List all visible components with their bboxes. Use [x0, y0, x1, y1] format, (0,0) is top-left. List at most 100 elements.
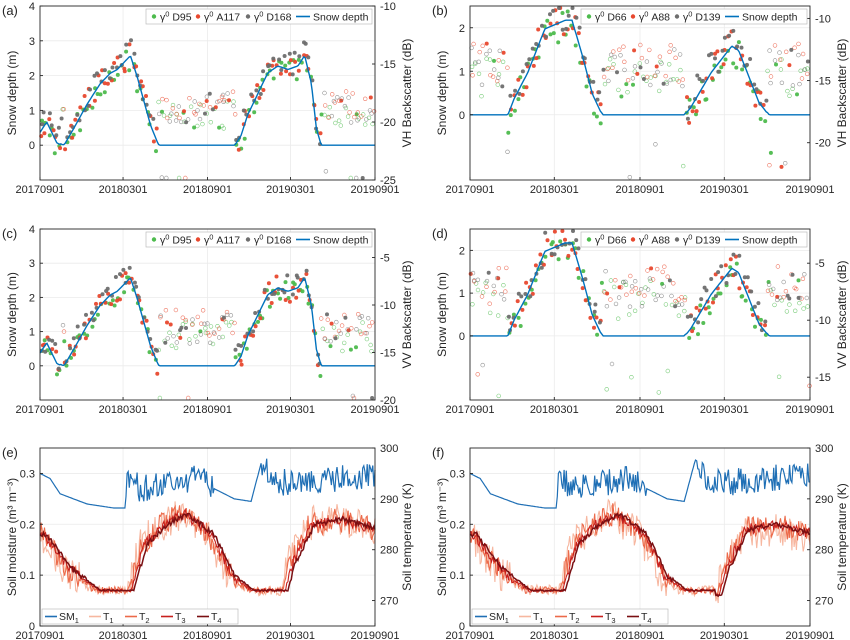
y-left-tick-label: 0	[459, 331, 465, 343]
scatter-point-D139	[767, 48, 772, 53]
y-right-axis-label: Soil temperature (K)	[400, 483, 414, 590]
y-right-tick-label: 270	[815, 596, 833, 608]
scatter-point-D95	[173, 345, 179, 351]
legend-entry: Snow depth	[313, 235, 369, 247]
scatter-point-D66	[506, 130, 511, 135]
scatter-point-D66	[624, 82, 629, 87]
scatter-point-D66	[631, 82, 635, 87]
y-left-tick-label: 0.1	[20, 570, 35, 582]
scatter-point-D66	[774, 62, 778, 67]
scatter-point-A117	[283, 298, 288, 302]
legend-entry: T4	[211, 611, 222, 625]
scatter-point-D168	[290, 72, 295, 77]
scatter-point-D95	[370, 121, 375, 127]
scatter-point-D168	[132, 51, 137, 56]
scatter-point-A88	[580, 286, 585, 291]
scatter-point-D168	[211, 330, 217, 335]
scatter-point-D95	[340, 348, 345, 354]
scatter-point-D66	[698, 303, 703, 308]
scatter-point-D95	[331, 325, 337, 330]
scatter-point-D66	[640, 300, 645, 306]
y-left-tick-label: 2	[459, 23, 465, 35]
scatter-point-D168	[282, 290, 287, 295]
scatter-point-A88	[477, 49, 482, 55]
scatter-point-A117	[201, 103, 206, 108]
scatter-point-D95	[198, 102, 203, 108]
y-left-tick-label: 1	[29, 327, 35, 339]
snow-depth-line	[39, 55, 375, 146]
scatter-point-D168	[295, 275, 300, 280]
y-right-tick-label: 300	[380, 443, 398, 455]
scatter-point-D168	[176, 104, 182, 109]
scatter-point-D95	[267, 304, 272, 309]
scatter-point-D95	[348, 347, 353, 352]
scatter-point-D95	[360, 320, 365, 325]
scatter-point-D66	[719, 65, 724, 70]
scatter-point-D168	[136, 295, 141, 300]
scatter-point-A117	[70, 135, 75, 140]
scatter-point-D168	[118, 54, 123, 59]
scatter-point-D139	[716, 69, 721, 74]
scatter-point-A117	[47, 117, 52, 122]
scatter-point-A88	[667, 49, 672, 54]
scatter-point-D95	[154, 149, 158, 154]
scatter-point-A117	[251, 333, 256, 338]
scatter-point-A117	[243, 334, 248, 339]
scatter-point-A117	[174, 111, 179, 117]
scatter-point-D95	[227, 323, 232, 328]
scatter-point-D168	[290, 292, 295, 297]
scatter-point-D95	[62, 339, 67, 344]
scatter-point-D139	[574, 238, 579, 243]
scatter-point-A117	[123, 271, 128, 276]
scatter-point-D66	[487, 57, 493, 62]
legend-entry: γ0 A117	[204, 10, 240, 24]
scatter-point-D139	[720, 48, 725, 53]
scatter-point-A88	[610, 65, 615, 71]
scatter-point-A88	[673, 298, 678, 304]
scatter-point-D66	[795, 92, 799, 97]
scatter-point-D139	[476, 59, 481, 64]
scatter-point-D95	[300, 289, 305, 294]
scatter-point-D139	[739, 45, 744, 50]
scatter-point-D168	[127, 265, 132, 270]
scatter-point-A117	[72, 352, 77, 357]
scatter-point-A88	[649, 266, 654, 271]
scatter-point-D95	[64, 363, 69, 368]
x-tick-label: 20190301	[700, 184, 749, 196]
scatter-point-A88	[777, 57, 783, 62]
scatter-point-D66	[516, 315, 521, 320]
scatter-point-D139	[501, 297, 507, 302]
scatter-point-A117	[227, 98, 231, 103]
legend-entry: T3	[605, 611, 616, 625]
scatter-point-D66	[758, 117, 763, 121]
scatter-point-A88	[685, 95, 689, 100]
scatter-point-D66	[616, 87, 621, 93]
scatter-point-D139	[560, 27, 565, 32]
scatter-point-D139	[713, 294, 718, 299]
scatter-point-A88	[665, 274, 670, 279]
scatter-point-A88	[617, 47, 622, 52]
scatter-point-D168	[43, 349, 48, 354]
scatter-point-D66	[598, 121, 603, 126]
scatter-point-A88	[613, 278, 618, 283]
scatter-point-D66	[676, 313, 682, 318]
scatter-point-A88	[679, 295, 684, 300]
scatter-point-D66	[723, 57, 728, 62]
scatter-point-A117	[105, 81, 110, 86]
chart-panel-c: 20170901 20180301 20180901 20190301 20190901…	[2, 224, 414, 416]
y-left-tick-label: 1	[29, 105, 35, 117]
y-left-tick-label: 0	[29, 140, 35, 152]
scatter-point-A88	[676, 79, 681, 84]
y-left-tick-label: 0	[459, 621, 465, 633]
scatter-point-D139	[748, 57, 753, 61]
scatter-point-D139	[789, 47, 794, 52]
scatter-point-D95	[354, 345, 358, 350]
scatter-point-D168	[304, 268, 309, 273]
scatter-point-D168	[56, 125, 61, 130]
scatter-point-A117	[112, 61, 117, 65]
scatter-point-D66	[696, 332, 700, 337]
scatter-point-A117	[199, 321, 204, 326]
scatter-point-D168	[241, 108, 246, 113]
scatter-point-D66	[619, 94, 624, 99]
scatter-point-D139	[473, 60, 478, 65]
